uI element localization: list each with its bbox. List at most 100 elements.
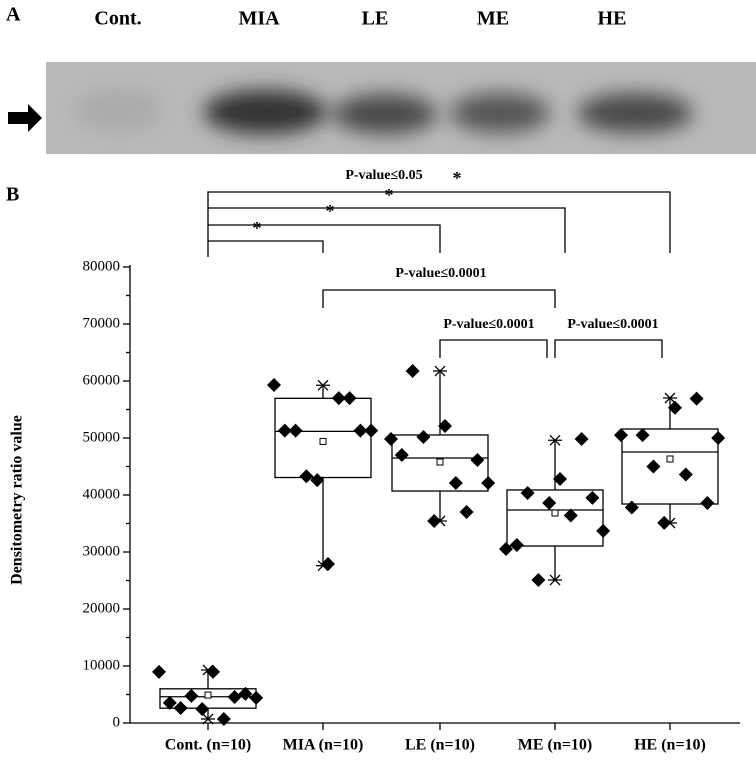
data-point [678, 467, 693, 482]
data-point [624, 500, 639, 515]
blot-band [577, 93, 693, 133]
data-point [238, 686, 253, 701]
x-tick-label: ME (n=10) [518, 737, 592, 754]
data-point [531, 572, 546, 587]
data-point [321, 556, 335, 571]
data-point [342, 391, 357, 406]
box [391, 434, 489, 492]
data-point [542, 495, 557, 510]
y-tick-label: 70000 [83, 315, 121, 331]
data-point [563, 508, 578, 523]
data-point [646, 459, 661, 474]
y-tick-label: 30000 [83, 543, 121, 559]
significance-label: P-value≤0.0001 [567, 317, 658, 332]
data-point [267, 377, 281, 392]
mean [319, 437, 327, 445]
data-point [331, 391, 346, 406]
significance-label: P-value≤0.0001 [443, 317, 534, 332]
data-point [173, 700, 188, 715]
box [506, 489, 604, 547]
data-point [427, 513, 442, 528]
y-tick-label: 80000 [83, 258, 121, 274]
data-point [596, 523, 611, 538]
data-point [711, 431, 726, 445]
panel-label: B [6, 184, 19, 206]
x-tick-label: HE (n=10) [634, 737, 706, 754]
data-point [288, 423, 303, 438]
blot-band [203, 90, 327, 134]
data-point [384, 432, 398, 447]
data-point [184, 688, 199, 703]
data-point [353, 423, 368, 438]
significance-label: P-value≤0.0001 [395, 266, 486, 281]
significance-label: * [253, 218, 262, 238]
whisker-cap [548, 574, 562, 586]
data-point [216, 712, 231, 727]
lane-label: Cont. [94, 8, 141, 30]
data-point [553, 472, 567, 487]
mean [666, 455, 674, 463]
data-point [448, 475, 463, 490]
mean [436, 458, 444, 466]
mean [551, 509, 559, 517]
arrow [8, 104, 42, 132]
y-tick-label: 0 [113, 714, 121, 730]
whisker-cap [433, 365, 447, 377]
data-point [470, 453, 485, 468]
bracket [208, 224, 441, 253]
data-point [574, 432, 589, 447]
data-point [277, 423, 292, 438]
y-tick-label: 40000 [83, 486, 121, 502]
data-point [394, 447, 409, 462]
data-point [509, 537, 524, 552]
data-point [668, 400, 682, 415]
whisker-cap [201, 713, 215, 725]
blot-band [450, 93, 550, 133]
significance-label: * [453, 168, 462, 188]
data-point [657, 515, 672, 530]
data-point [405, 364, 420, 379]
data-point [299, 469, 314, 484]
y-tick-label: 60000 [83, 372, 121, 388]
lane-label: LE [362, 8, 389, 30]
data-point [481, 475, 496, 490]
data-point [700, 495, 715, 510]
whisker-cap [663, 392, 677, 404]
lane-label: HE [598, 8, 627, 30]
data-point [520, 486, 535, 501]
data-point [438, 418, 452, 433]
data-point [152, 664, 166, 679]
data-point [310, 473, 325, 488]
data-point [227, 689, 242, 704]
data-point [635, 428, 650, 443]
panel-label: A [6, 4, 21, 26]
data-point [614, 428, 628, 443]
y-tick-label: 50000 [83, 429, 121, 445]
whisker-cap [316, 379, 330, 391]
box [621, 428, 719, 505]
blot-image [46, 62, 756, 154]
x-tick-label: Cont. (n=10) [165, 737, 251, 754]
x-tick-label: LE (n=10) [405, 737, 475, 754]
data-point [416, 429, 431, 444]
box [274, 397, 372, 479]
data-point [162, 695, 177, 710]
bracket [208, 240, 324, 253]
blot-band [73, 88, 163, 132]
blot-band [333, 94, 437, 134]
lane-label: MIA [238, 8, 280, 30]
data-point [459, 504, 474, 519]
data-point [206, 664, 220, 679]
data-point [689, 391, 704, 406]
x-tick-label: MIA (n=10) [283, 737, 364, 754]
bracket [208, 207, 566, 253]
y-axis-label: Densitometry ratio value [9, 415, 26, 585]
bracket [322, 289, 556, 308]
y-tick-label: 20000 [83, 600, 121, 616]
data-point [499, 541, 513, 556]
y-tick-label: 10000 [83, 657, 121, 673]
data-point [585, 490, 600, 505]
bracket [554, 339, 663, 358]
lane-label: ME [477, 8, 509, 30]
